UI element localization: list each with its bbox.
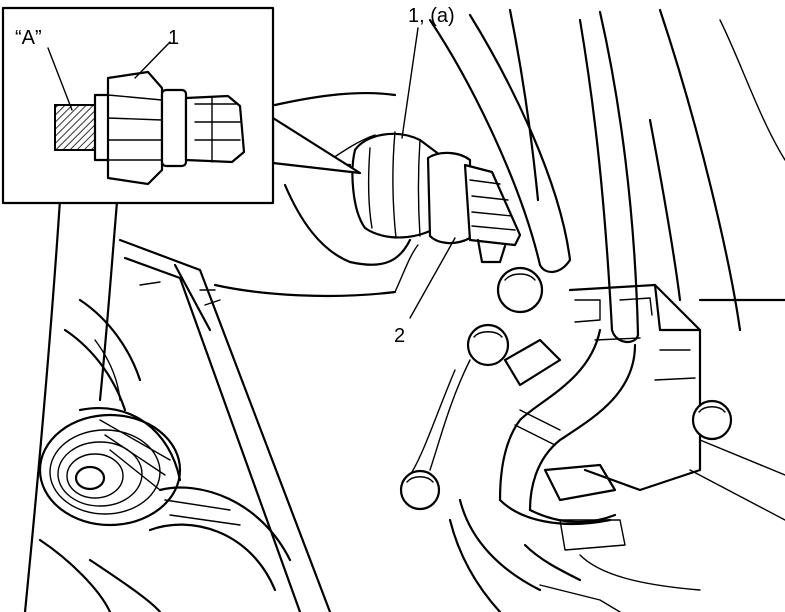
engine-background	[23, 8, 785, 612]
inset-detail	[1, 6, 275, 205]
leader-part-2	[409, 237, 456, 319]
pulley-group	[38, 298, 292, 612]
label-part-2: 2	[394, 325, 406, 347]
label-inset-part-1: 1	[168, 27, 180, 49]
pressure-switch-main	[351, 131, 522, 264]
inset-callout-pointer	[271, 116, 362, 175]
label-part-1-main: 1, (a)	[408, 5, 455, 27]
leader-part-1	[401, 27, 419, 139]
label-inset-hatch: “A”	[15, 27, 42, 49]
